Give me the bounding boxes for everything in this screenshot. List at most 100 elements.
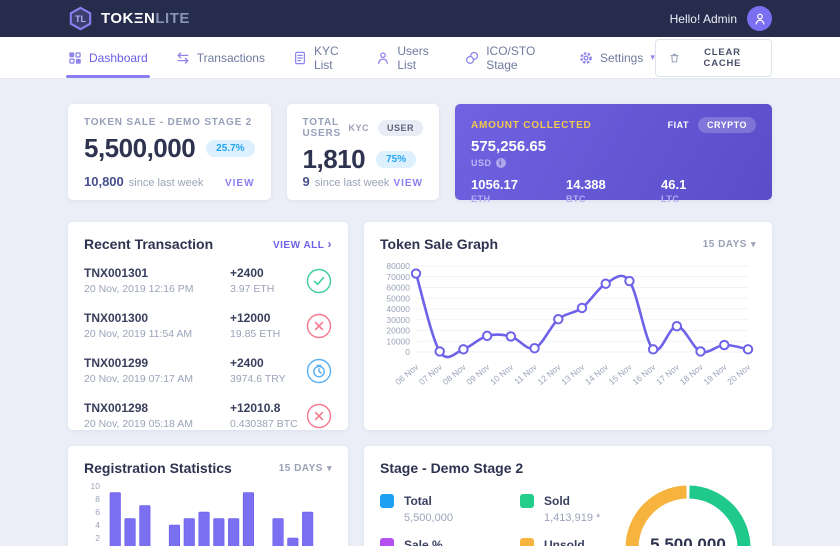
- nav-label: Transactions: [196, 50, 265, 65]
- transaction-id: TNX001298: [84, 401, 149, 415]
- token-sale-delta: 10,800: [84, 174, 124, 189]
- legend-item-total: Total 5,500,000: [380, 494, 520, 524]
- transaction-id: TNX001299: [84, 356, 149, 370]
- total-users-delta-caption: since last week: [314, 177, 390, 189]
- transaction-id: TNX001300: [84, 311, 149, 325]
- token-sale-delta-caption: since last week: [128, 177, 204, 189]
- total-users-value: 1,810: [302, 144, 366, 174]
- tab-ico-sto-stage[interactable]: ICO/STO Stage: [465, 37, 551, 78]
- token-sale-period-dropdown[interactable]: 15 DAYS ▾: [703, 239, 756, 250]
- person-icon: [753, 12, 767, 26]
- transaction-value: 19.85 ETH: [230, 328, 281, 340]
- legend-swatch-sold: [520, 494, 534, 508]
- tab-users-list[interactable]: Users List: [376, 37, 437, 78]
- btc-value: 14.388: [566, 177, 606, 192]
- toggle-kyc[interactable]: KYC: [348, 123, 369, 133]
- total-users-delta: 9: [302, 174, 310, 189]
- svg-text:19 Nov: 19 Nov: [702, 361, 730, 386]
- period-label: 15 DAYS: [278, 462, 323, 474]
- token-sale-card-title: TOKEN SALE - DEMO STAGE 2: [84, 117, 252, 128]
- brand-logo[interactable]: TL TOKΞNLITE: [68, 6, 190, 31]
- tab-kyc-list[interactable]: KYC List: [293, 37, 348, 78]
- total-users-percent-badge: 75%: [376, 151, 417, 168]
- brand-text: TOKΞNLITE: [101, 10, 190, 27]
- token-sale-chart-svg: 0100002000030000400005000060000700008000…: [386, 261, 754, 387]
- main-nav: Dashboard Transactions KYC List Users Li…: [0, 37, 840, 79]
- toggle-fiat[interactable]: FIAT: [667, 120, 689, 130]
- crypto-col-btc: 14.388 BTC: [566, 177, 661, 204]
- transaction-amount: +12010.8: [230, 401, 281, 415]
- toggle-crypto[interactable]: CRYPTO: [697, 117, 756, 133]
- legend-label: Total: [404, 494, 432, 508]
- svg-text:5,500,000: 5,500,000: [650, 535, 726, 546]
- transactions-list: TNX001301 20 Nov, 2019 12:16 PM +2400 3.…: [84, 258, 332, 438]
- stage-title: Stage - Demo Stage 2: [380, 460, 524, 476]
- svg-text:30000: 30000: [386, 315, 410, 325]
- svg-text:15 Nov: 15 Nov: [607, 361, 635, 386]
- brand-hexagon-icon: TL: [68, 6, 93, 31]
- nav-label: Dashboard: [89, 50, 148, 65]
- svg-text:60000: 60000: [386, 283, 410, 293]
- svg-text:18 Nov: 18 Nov: [678, 361, 706, 386]
- dashboard-grid-icon: [68, 51, 82, 65]
- svg-text:17 Nov: 17 Nov: [654, 361, 682, 386]
- amount-collected-currency: USD: [471, 158, 492, 168]
- svg-text:80000: 80000: [386, 261, 410, 271]
- btc-label: BTC: [566, 194, 586, 204]
- legend-value: 5,500,000: [404, 512, 453, 524]
- svg-text:10 Nov: 10 Nov: [488, 361, 516, 386]
- stage-donut-svg: 5,500,000TLE: [625, 485, 751, 546]
- total-users-card: TOTAL USERS KYC USER 1,810 75% 9 since l…: [286, 104, 439, 200]
- view-all-link[interactable]: VIEW ALL ›: [273, 237, 332, 251]
- chevron-down-icon: ▾: [750, 238, 756, 249]
- info-icon[interactable]: i: [495, 158, 506, 168]
- token-sale-graph-title: Token Sale Graph: [380, 236, 498, 252]
- legend-item-sale-pct: Sale % 25.7% Sold: [380, 538, 520, 546]
- transaction-amount: +12000: [230, 311, 271, 325]
- total-users-view-link[interactable]: VIEW: [393, 178, 423, 189]
- crypto-col-ltc: 46.1 LTC: [661, 177, 756, 204]
- nav-label: ICO/STO Stage: [486, 43, 536, 72]
- gear-icon: [579, 51, 593, 65]
- status-approved-icon[interactable]: [306, 268, 332, 294]
- status-pending-icon[interactable]: [306, 358, 332, 384]
- stage-legend: Total 5,500,000 Sold 1,413,919 * Sale % …: [380, 486, 620, 546]
- chevron-down-icon: ▾: [650, 52, 655, 62]
- legend-swatch-total: [380, 494, 394, 508]
- svg-text:07 Nov: 07 Nov: [417, 361, 445, 386]
- user-icon: [376, 51, 390, 65]
- status-rejected-icon[interactable]: [306, 313, 332, 339]
- recent-transactions-title: Recent Transaction: [84, 236, 214, 252]
- transaction-amount: +2400: [230, 356, 264, 370]
- crypto-values-row: 1056.17 ETH 14.388 BTC 46.1 LTC: [471, 177, 756, 204]
- token-sale-view-link[interactable]: VIEW: [224, 178, 255, 189]
- user-avatar[interactable]: [747, 6, 772, 31]
- nav-label: Users List: [397, 43, 429, 72]
- status-rejected-icon[interactable]: [306, 403, 332, 429]
- coins-icon: [465, 51, 479, 65]
- clear-cache-button[interactable]: CLEAR CACHE: [654, 38, 772, 77]
- amount-collected-value: 575,256.65: [471, 138, 547, 155]
- svg-text:06 Nov: 06 Nov: [393, 361, 421, 386]
- transaction-value: 3.97 ETH: [230, 283, 275, 295]
- eth-label: ETH: [471, 194, 491, 204]
- tab-settings[interactable]: Settings ▾: [579, 37, 655, 78]
- tab-dashboard[interactable]: Dashboard: [66, 37, 150, 78]
- tab-transactions[interactable]: Transactions: [176, 37, 265, 78]
- token-sale-value: 5,500,000: [84, 133, 196, 163]
- transaction-row: TNX001301 20 Nov, 2019 12:16 PM +2400 3.…: [84, 258, 332, 303]
- svg-text:0: 0: [405, 347, 410, 357]
- registration-period-dropdown[interactable]: 15 DAYS ▾: [279, 463, 332, 474]
- svg-text:14 Nov: 14 Nov: [583, 361, 611, 386]
- brand-text-light: LITE: [155, 10, 190, 27]
- registration-chart-svg: 2 4 6 8 10: [91, 481, 314, 546]
- legend-item-unsold: Unsold 4,086,082: [520, 538, 620, 546]
- transaction-row: TNX001299 20 Nov, 2019 07:17 AM +2400 39…: [84, 348, 332, 393]
- chevron-right-icon: ›: [327, 237, 332, 251]
- view-all-label: VIEW ALL: [272, 240, 325, 251]
- transaction-amount: +2400: [230, 266, 264, 280]
- toggle-user[interactable]: USER: [377, 120, 423, 136]
- stat-cards-row: TOKEN SALE - DEMO STAGE 2 5,500,000 25.7…: [68, 104, 772, 204]
- eth-value: 1056.17: [471, 177, 518, 192]
- amount-collected-card: AMOUNT COLLECTED FIAT CRYPTO 575,256.65 …: [455, 104, 772, 204]
